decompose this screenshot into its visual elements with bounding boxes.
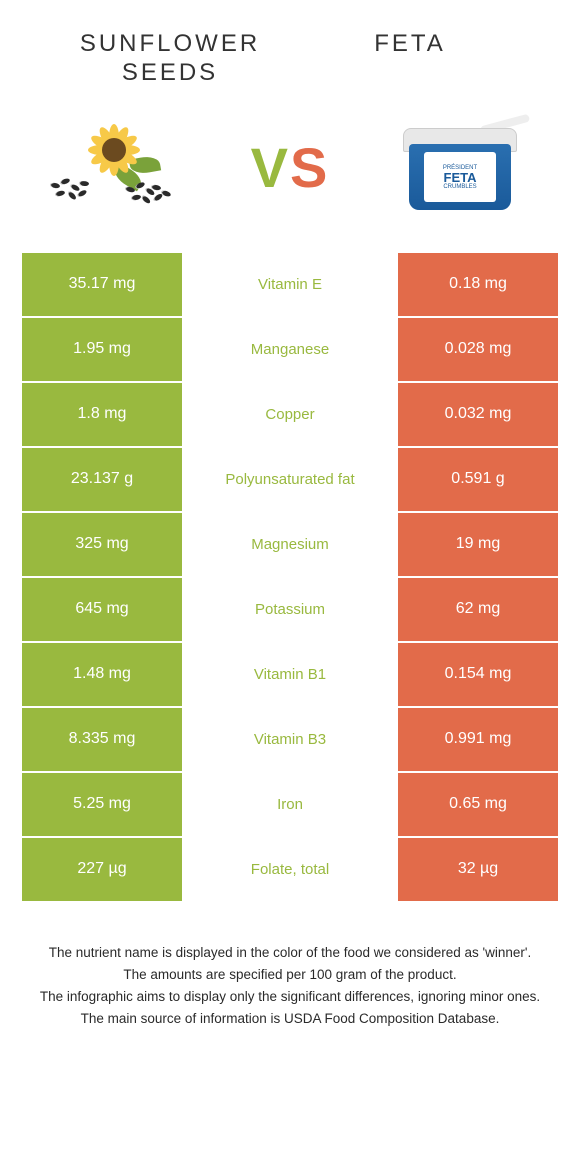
nutrient-label: Vitamin B1: [182, 643, 398, 706]
comparison-header: Sunflower seeds Feta: [0, 0, 580, 88]
table-row: 645 mgPotassium62 mg: [22, 578, 558, 641]
left-value: 1.95 mg: [22, 318, 182, 381]
footer-line: The infographic aims to display only the…: [30, 987, 550, 1007]
footer-line: The amounts are specified per 100 gram o…: [30, 965, 550, 985]
vs-s-letter: S: [290, 136, 329, 199]
left-value: 1.8 mg: [22, 383, 182, 446]
right-value: 0.18 mg: [398, 253, 558, 316]
table-row: 325 mgMagnesium19 mg: [22, 513, 558, 576]
table-row: 227 µgFolate, total32 µg: [22, 838, 558, 901]
table-row: 35.17 mgVitamin E0.18 mg: [22, 253, 558, 316]
nutrient-label: Copper: [182, 383, 398, 446]
table-row: 5.25 mgIron0.65 mg: [22, 773, 558, 836]
right-food-image: PRÉSIDENT FETA CRUMBLES: [385, 113, 535, 223]
right-value: 32 µg: [398, 838, 558, 901]
right-food-title: Feta: [310, 30, 510, 88]
left-value: 325 mg: [22, 513, 182, 576]
right-value: 0.591 g: [398, 448, 558, 511]
right-value: 0.65 mg: [398, 773, 558, 836]
vs-v-letter: V: [251, 136, 290, 199]
left-value: 5.25 mg: [22, 773, 182, 836]
table-row: 1.95 mgManganese0.028 mg: [22, 318, 558, 381]
nutrient-comparison-table: 35.17 mgVitamin E0.18 mg1.95 mgManganese…: [0, 253, 580, 901]
left-value: 227 µg: [22, 838, 182, 901]
feta-subtext: CRUMBLES: [443, 184, 476, 190]
nutrient-label: Vitamin B3: [182, 708, 398, 771]
nutrient-label: Folate, total: [182, 838, 398, 901]
table-row: 1.48 mgVitamin B10.154 mg: [22, 643, 558, 706]
left-food-title: Sunflower seeds: [70, 30, 270, 88]
footer-line: The nutrient name is displayed in the co…: [30, 943, 550, 963]
right-value: 0.991 mg: [398, 708, 558, 771]
left-value: 35.17 mg: [22, 253, 182, 316]
right-value: 19 mg: [398, 513, 558, 576]
nutrient-label: Iron: [182, 773, 398, 836]
feta-package-icon: PRÉSIDENT FETA CRUMBLES: [395, 120, 525, 215]
left-value: 645 mg: [22, 578, 182, 641]
left-value: 23.137 g: [22, 448, 182, 511]
vs-label: VS: [251, 135, 330, 200]
feta-product: FETA: [444, 171, 477, 184]
nutrient-label: Magnesium: [182, 513, 398, 576]
left-value: 8.335 mg: [22, 708, 182, 771]
table-row: 1.8 mgCopper0.032 mg: [22, 383, 558, 446]
right-value: 0.032 mg: [398, 383, 558, 446]
vs-row: VS PRÉSIDENT FETA CRUMBLES: [0, 88, 580, 253]
footer-notes: The nutrient name is displayed in the co…: [0, 903, 580, 1030]
nutrient-label: Potassium: [182, 578, 398, 641]
nutrient-label: Vitamin E: [182, 253, 398, 316]
right-value: 62 mg: [398, 578, 558, 641]
left-food-image: [45, 113, 195, 223]
table-row: 23.137 gPolyunsaturated fat0.591 g: [22, 448, 558, 511]
footer-line: The main source of information is USDA F…: [30, 1009, 550, 1029]
left-value: 1.48 mg: [22, 643, 182, 706]
nutrient-label: Manganese: [182, 318, 398, 381]
right-value: 0.028 mg: [398, 318, 558, 381]
sunflower-icon: [45, 113, 195, 223]
nutrient-label: Polyunsaturated fat: [182, 448, 398, 511]
right-value: 0.154 mg: [398, 643, 558, 706]
table-row: 8.335 mgVitamin B30.991 mg: [22, 708, 558, 771]
